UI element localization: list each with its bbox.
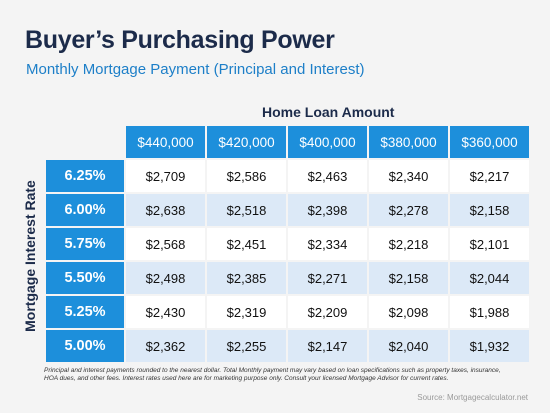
row-group-heading: Mortgage Interest Rate (22, 180, 38, 332)
payment-cell: $2,158 (369, 262, 448, 294)
payment-cell: $2,209 (288, 296, 367, 328)
payment-cell: $2,709 (126, 160, 205, 192)
table-row: 6.00% $2,638 $2,518 $2,398 $2,278 $2,158 (46, 194, 529, 226)
page-subtitle: Monthly Mortgage Payment (Principal and … (26, 61, 365, 78)
payment-cell: $2,568 (126, 228, 205, 260)
column-group-heading: Home Loan Amount (262, 104, 395, 120)
payment-cell: $1,988 (450, 296, 529, 328)
payment-cell: $2,218 (369, 228, 448, 260)
payment-cell: $2,398 (288, 194, 367, 226)
payment-cell: $2,040 (369, 330, 448, 362)
disclaimer-footnote: Principal and interest payments rounded … (44, 367, 501, 383)
loan-amount-header: $420,000 (207, 126, 286, 158)
payment-cell: $2,518 (207, 194, 286, 226)
interest-rate-header: 6.25% (46, 160, 124, 192)
payment-cell: $2,255 (207, 330, 286, 362)
table-corner (46, 126, 124, 158)
loan-amount-header: $380,000 (369, 126, 448, 158)
payment-cell: $2,098 (369, 296, 448, 328)
payment-cell: $2,158 (450, 194, 529, 226)
interest-rate-header: 5.25% (46, 296, 124, 328)
table-row: 5.25% $2,430 $2,319 $2,209 $2,098 $1,988 (46, 296, 529, 328)
payment-cell: $2,340 (369, 160, 448, 192)
payment-cell: $2,430 (126, 296, 205, 328)
page-title: Buyer’s Purchasing Power (25, 26, 335, 54)
table-row: 5.75% $2,568 $2,451 $2,334 $2,218 $2,101 (46, 228, 529, 260)
interest-rate-header: 6.00% (46, 194, 124, 226)
payment-cell: $2,586 (207, 160, 286, 192)
payment-cell: $2,498 (126, 262, 205, 294)
source-credit: Source: Mortgagecalculator.net (417, 393, 528, 402)
payment-cell: $2,385 (207, 262, 286, 294)
payment-cell: $2,101 (450, 228, 529, 260)
interest-rate-header: 5.50% (46, 262, 124, 294)
table-row: 5.50% $2,498 $2,385 $2,271 $2,158 $2,044 (46, 262, 529, 294)
payment-cell: $2,278 (369, 194, 448, 226)
payment-cell: $2,362 (126, 330, 205, 362)
column-header-row: $440,000 $420,000 $400,000 $380,000 $360… (46, 126, 529, 158)
loan-amount-header: $400,000 (288, 126, 367, 158)
payment-cell: $2,638 (126, 194, 205, 226)
loan-amount-header: $440,000 (126, 126, 205, 158)
payment-cell: $2,319 (207, 296, 286, 328)
payment-cell: $2,147 (288, 330, 367, 362)
payment-cell: $2,334 (288, 228, 367, 260)
table-row: 6.25% $2,709 $2,586 $2,463 $2,340 $2,217 (46, 160, 529, 192)
table-row: 5.00% $2,362 $2,255 $2,147 $2,040 $1,932 (46, 330, 529, 362)
payment-table: $440,000 $420,000 $400,000 $380,000 $360… (44, 124, 531, 364)
payment-cell: $2,217 (450, 160, 529, 192)
payment-cell: $2,451 (207, 228, 286, 260)
payment-cell: $2,271 (288, 262, 367, 294)
payment-cell: $2,044 (450, 262, 529, 294)
payment-cell: $2,463 (288, 160, 367, 192)
interest-rate-header: 5.00% (46, 330, 124, 362)
interest-rate-header: 5.75% (46, 228, 124, 260)
loan-amount-header: $360,000 (450, 126, 529, 158)
payment-cell: $1,932 (450, 330, 529, 362)
